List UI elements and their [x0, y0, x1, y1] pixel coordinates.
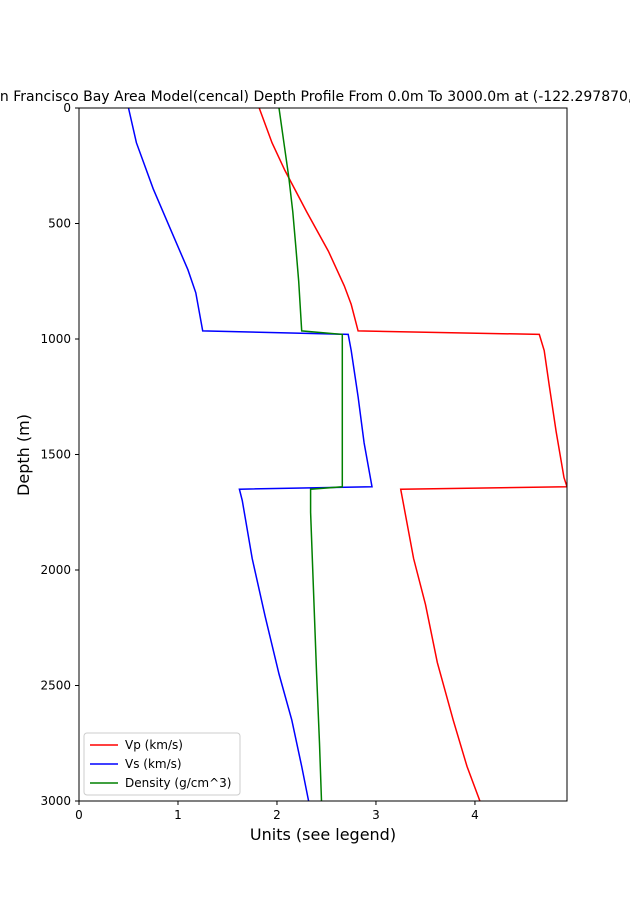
y-tick-label: 1000 — [40, 332, 71, 346]
series-layer — [127, 108, 567, 801]
legend: Vp (km/s) Vs (km/s) Density (g/cm^3) — [83, 732, 241, 796]
y-tick-label: 1500 — [40, 448, 71, 462]
legend-box — [83, 732, 241, 796]
x-tick-label: 2 — [273, 808, 281, 822]
legend-label: Vs (km/s) — [125, 757, 182, 771]
y-tick-label: 2000 — [40, 563, 71, 577]
y-axis-ticks: 0 500 1000 1500 2000 2500 3000 — [40, 101, 79, 808]
x-tick-label: 3 — [372, 808, 380, 822]
x-tick-label: 0 — [75, 808, 83, 822]
legend-label: Vp (km/s) — [125, 738, 183, 752]
x-axis-label: Units (see legend) — [250, 825, 396, 844]
plot-frame — [78, 107, 568, 802]
y-axis-label: Depth (m) — [14, 414, 33, 496]
x-axis-ticks: 0 1 2 3 4 — [75, 801, 479, 822]
y-tick-label: 3000 — [40, 794, 71, 808]
x-tick-label: 1 — [174, 808, 182, 822]
x-tick-label: 4 — [471, 808, 479, 822]
y-tick-label: 2500 — [40, 679, 71, 693]
y-tick-label: 500 — [48, 217, 71, 231]
legend-label: Density (g/cm^3) — [125, 776, 231, 790]
series-line-2 — [278, 108, 344, 801]
chart-title: San Francisco Bay Area Model(cencal) Dep… — [0, 89, 630, 105]
series-line-1 — [127, 108, 373, 801]
y-tick-label: 0 — [63, 101, 71, 115]
series-line-0 — [258, 108, 567, 801]
